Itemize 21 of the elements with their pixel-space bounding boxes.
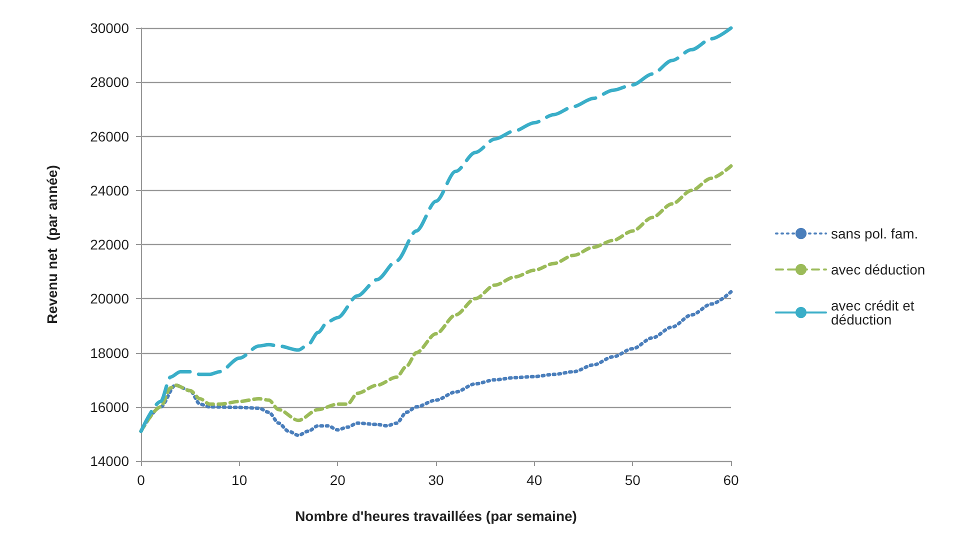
x-tick-label: 10 [232, 472, 248, 488]
x-tick-label: 30 [428, 472, 444, 488]
y-tick-label: 28000 [90, 74, 130, 90]
y-tick-label: 22000 [90, 236, 130, 252]
x-tick-label: 0 [137, 472, 146, 488]
x-tick-label: 40 [526, 472, 542, 488]
y-tick-label: 14000 [90, 453, 130, 469]
y-tick-label: 30000 [90, 20, 130, 36]
legend-label: avec déduction [831, 262, 926, 278]
y-axis-title: Revenu net (par année) [44, 165, 60, 324]
x-tick-label: 20 [330, 472, 346, 488]
y-tick-label: 20000 [90, 290, 130, 307]
x-axis-title: Nombre d'heures travaillées (par semaine) [295, 508, 577, 524]
x-tick-label: 60 [723, 472, 739, 488]
y-tick-label: 16000 [90, 398, 130, 415]
y-tick-label: 18000 [90, 344, 130, 361]
y-tick-label: 24000 [90, 182, 130, 198]
x-tick-label: 50 [624, 472, 641, 488]
y-tick-label: 26000 [90, 128, 130, 144]
legend-label: avec crédit et déduction [831, 298, 918, 328]
legend-label: sans pol. fam. [831, 226, 918, 242]
